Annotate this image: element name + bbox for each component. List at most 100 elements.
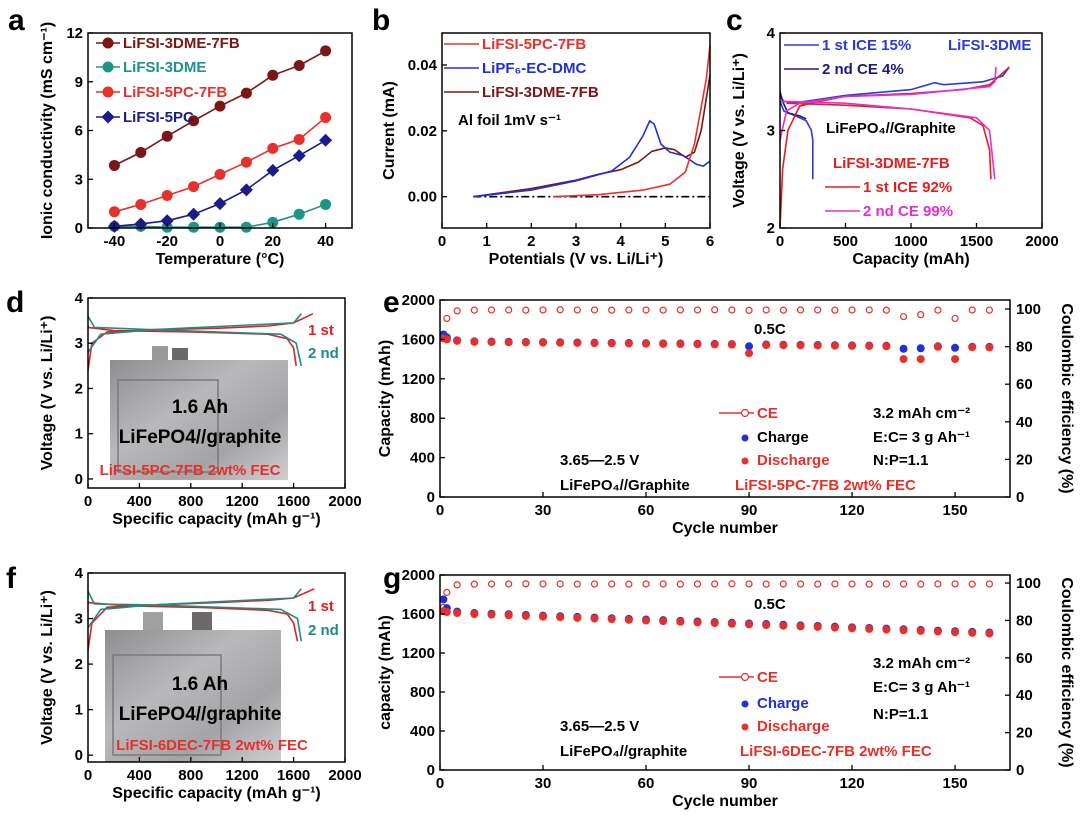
legend-entry: 3.65—2.5 V <box>560 452 639 469</box>
annotation-text: 1 st ICE 92% <box>863 179 952 196</box>
data-point-hollow <box>539 306 547 314</box>
data-point-hollow <box>505 580 513 588</box>
data-point-hollow <box>762 306 770 314</box>
legend-entry: LiFSI-5PC-7FB <box>96 84 227 101</box>
series-line <box>87 601 299 642</box>
annotation-text: LiFSI-5PC-7FB 2wt% FEC <box>100 462 281 479</box>
data-point-hollow <box>573 306 581 314</box>
legend-entry: 1.6 Ah <box>172 397 228 418</box>
y-tick-label: 9 <box>75 74 83 91</box>
annotation-text: Discharge <box>757 452 830 469</box>
legend-entry: LiFSI-5PC-7FB 2wt% FEC <box>735 477 916 494</box>
y-tick-label: 800 <box>410 410 435 427</box>
data-point-hollow <box>740 408 750 418</box>
legend-entry: 1 st <box>308 322 334 339</box>
series-1st-discharge <box>87 601 299 642</box>
legend-entry: CE <box>719 669 778 686</box>
data-point-hollow <box>659 306 667 314</box>
data-point-diamond <box>187 207 201 221</box>
y-axis-label: Capacity (mAh) <box>377 340 394 457</box>
annotation-text: N:P=1.1 <box>873 706 928 723</box>
y-tick-label: 3 <box>75 335 83 352</box>
y-tick-label: 4 <box>75 290 84 307</box>
data-point <box>882 342 891 351</box>
data-point <box>267 69 279 81</box>
series-lifsi-5pc-7fb <box>108 112 332 218</box>
data-point <box>320 45 332 57</box>
x-tick-label: 500 <box>833 233 858 250</box>
legend-entry: 1 st ICE 15% <box>784 37 911 54</box>
legend-entry: N:P=1.1 <box>873 452 928 469</box>
x-tick-label: 120 <box>840 502 865 519</box>
legend-entry: LiFSI-6DEC-7FB 2wt% FEC <box>116 737 308 754</box>
data-point <box>573 338 582 347</box>
data-point <box>848 341 857 350</box>
data-point <box>710 340 719 349</box>
data-point <box>102 37 114 49</box>
x-tick-label: 400 <box>127 767 152 784</box>
data-point-hollow <box>814 580 822 588</box>
series-line <box>87 590 303 642</box>
data-point-hollow <box>608 306 616 314</box>
y-tick-label: 2000 <box>402 567 435 584</box>
data-point <box>727 619 736 628</box>
annotation-text: LiFSI-6DEC-7FB 2wt% FEC <box>740 743 932 760</box>
x-tick-label: 6 <box>706 233 714 250</box>
legend-entry: CE <box>719 405 778 422</box>
y-tick-label: 0 <box>75 747 83 764</box>
data-point-hollow <box>899 580 908 588</box>
data-point <box>188 115 200 127</box>
data-point <box>240 221 252 233</box>
data-point-hollow <box>556 306 564 314</box>
legend-entry: 2 nd <box>308 345 339 362</box>
data-point-hollow <box>522 306 530 314</box>
annotation-text: LiFePO₄//Graphite <box>826 120 956 137</box>
y-tick-label: 3 <box>75 611 83 628</box>
legend-entry: LiFePO₄//graphite <box>560 743 687 760</box>
data-point <box>453 336 462 345</box>
annotation-text: 2 nd CE 4% <box>822 61 904 78</box>
panel-label: g <box>383 562 401 595</box>
data-point <box>607 339 616 348</box>
data-point-hollow <box>676 580 684 588</box>
series-2nd-discharge <box>87 590 303 642</box>
y2-tick-label: 40 <box>1016 687 1033 704</box>
y-tick-label: 800 <box>410 684 435 701</box>
panel-e: e 0 30 60 90 120 150 0 400 800 1200 1600 2000 0 20 40 60… <box>377 286 1075 537</box>
data-point <box>556 613 565 622</box>
data-point-hollow <box>711 580 719 588</box>
annotation-text: E:C= 3 g Ah⁻¹ <box>873 429 970 446</box>
x-tick-label: 2000 <box>328 493 361 510</box>
annotation-text: LiFSI-3DME <box>123 59 206 76</box>
data-point-hollow <box>625 580 633 588</box>
x-tick-label: 4 <box>616 233 625 250</box>
y-tick-label: 4 <box>75 565 84 582</box>
series-lifsi-3dme-2nd <box>779 91 807 120</box>
data-point-hollow <box>934 580 942 588</box>
y-tick-label: 0.02 <box>408 123 437 140</box>
legend-entry: Charge <box>741 429 809 446</box>
data-point-hollow <box>917 580 925 588</box>
y2-axis-label: Coulombic efficiency (%) <box>1058 303 1075 493</box>
data-point <box>487 610 496 619</box>
y-tick-label: 6 <box>75 123 83 140</box>
y-tick-label: 1 <box>75 702 83 719</box>
y-tick-label: 0 <box>427 762 435 779</box>
data-point <box>693 340 702 349</box>
y-axis-label: Voltage (V vs. Li/Li⁺) <box>39 590 56 745</box>
y-tick-label: 0 <box>75 471 83 488</box>
data-point <box>240 87 252 99</box>
data-point <box>933 342 942 351</box>
x-tick-label: 0 <box>84 493 92 510</box>
annotation-text: CE <box>757 669 778 686</box>
legend-entry: 0.5C <box>754 321 786 338</box>
data-point-hollow <box>728 580 736 588</box>
y2-tick-label: 100 <box>1016 575 1041 592</box>
y2-tick-label: 0 <box>1016 489 1024 506</box>
series-line <box>779 67 997 141</box>
legend-entry: 1.6 Ah <box>172 674 228 695</box>
y-tick-label: 0.00 <box>408 189 437 206</box>
data-point-hollow <box>865 580 873 588</box>
panel-g: g 0 30 60 90 120 150 0 400 800 1200 1600 2000 0 20 40 60… <box>377 562 1075 810</box>
